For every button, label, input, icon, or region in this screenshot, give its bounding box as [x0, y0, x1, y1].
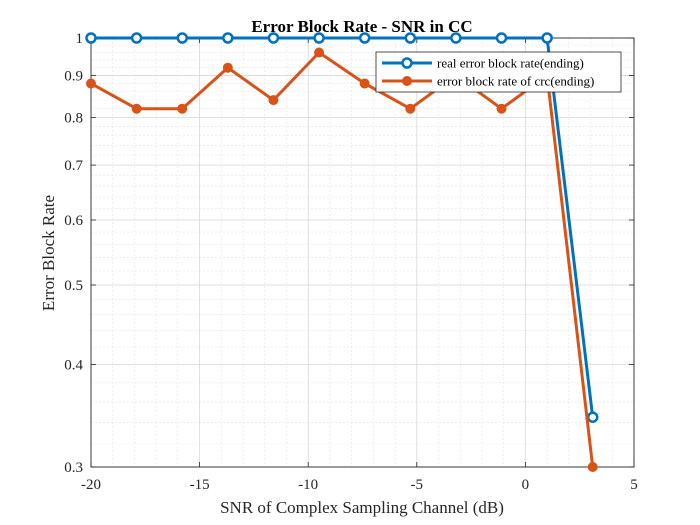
- data-point: [176, 32, 188, 44]
- data-point: [85, 32, 97, 44]
- data-point: [450, 32, 462, 44]
- data-point: [495, 32, 508, 44]
- y-tick-label: 0.7: [64, 158, 83, 174]
- legend-item: real error block rate(ending): [382, 56, 584, 71]
- data-point: [314, 47, 325, 58]
- y-axis-label: Error Block Rate: [39, 195, 58, 311]
- data-point: [541, 32, 553, 44]
- legend-marker: [402, 76, 412, 86]
- legend-label: error block rate of crc(ending): [437, 74, 594, 89]
- data-point: [404, 32, 417, 44]
- data-point: [131, 103, 142, 114]
- data-point: [222, 32, 234, 44]
- plot-area: [91, 38, 634, 467]
- legend-marker: [401, 57, 413, 69]
- data-point: [177, 103, 188, 114]
- x-tick-label: -15: [190, 477, 210, 493]
- data-point: [586, 411, 599, 423]
- y-tick-label: 0.8: [64, 111, 83, 127]
- data-point: [405, 103, 416, 114]
- legend-item: error block rate of crc(ending): [382, 74, 594, 89]
- x-tick-label: 0: [522, 477, 530, 493]
- chart-title: Error Block Rate - SNR in CC: [251, 17, 472, 36]
- legend: real error block rate(ending) error block…: [375, 51, 622, 93]
- data-point: [86, 78, 96, 89]
- x-tick-label: -10: [298, 477, 318, 493]
- y-tick-label: 0.9: [64, 69, 83, 85]
- y-tick-label: 1: [76, 31, 84, 47]
- legend-label: real error block rate(ending): [437, 56, 584, 71]
- data-point: [496, 103, 507, 114]
- x-tick-label: -5: [411, 477, 424, 493]
- grid: [90, 37, 635, 468]
- x-tick-label: 5: [630, 477, 638, 493]
- data-point: [587, 462, 598, 472]
- data-point: [359, 78, 370, 89]
- x-tick-label: -20: [81, 477, 101, 493]
- x-axis-label: SNR of Complex Sampling Channel (dB): [220, 498, 504, 517]
- y-tick-label: 0.5: [64, 278, 83, 294]
- data-point: [130, 32, 143, 44]
- data-point: [313, 32, 325, 44]
- legend-box: [375, 51, 622, 93]
- data-point: [222, 62, 233, 73]
- data-point: [358, 32, 371, 44]
- series-line: [90, 51, 595, 468]
- series-1: [85, 32, 599, 423]
- y-tick-label: 0.6: [64, 213, 83, 229]
- data-point: [268, 95, 279, 106]
- y-tick-label: 0.3: [64, 460, 83, 476]
- series-line: [91, 36, 595, 418]
- data-point: [267, 32, 280, 44]
- y-tick-label: 0.4: [64, 357, 83, 373]
